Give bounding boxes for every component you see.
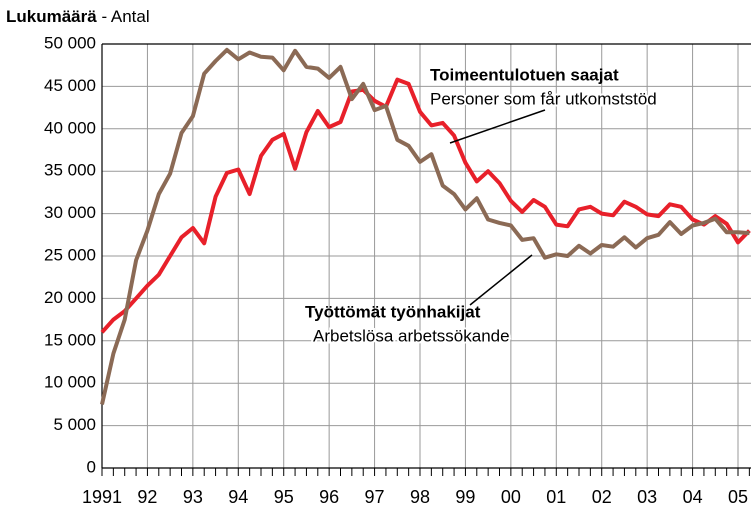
leader-line (469, 254, 533, 306)
x-tick-label: 96 (319, 487, 339, 507)
x-tick-label: 95 (274, 487, 294, 507)
legend-label: Työttömät työnhakijat (305, 302, 481, 321)
leader-line (449, 109, 546, 144)
y-tick-label: 40 000 (44, 118, 96, 137)
x-tick-label: 03 (637, 487, 657, 507)
y-tick-label: 10 000 (44, 373, 96, 392)
legend-note: Personer som får utkomststöd (430, 89, 657, 108)
series-line (100, 77, 751, 334)
x-tick-label: 92 (137, 487, 157, 507)
y-tick-label: 15 000 (44, 330, 96, 349)
y-tick-label: 20 000 (44, 288, 96, 307)
x-tick-label: 04 (683, 487, 703, 507)
x-tick-label: 99 (455, 487, 475, 507)
y-tick-label: 45 000 (44, 76, 96, 95)
x-tick-label: 93 (183, 487, 203, 507)
y-tick-label: 35 000 (44, 161, 96, 180)
chart-title: Lukumäärä - Antal (6, 7, 150, 26)
x-tick-label: 02 (592, 487, 612, 507)
subtitle: - Antal (101, 7, 149, 26)
x-tick-label: 05 (728, 487, 748, 507)
series-line (100, 47, 750, 405)
x-tick-label: 94 (228, 487, 248, 507)
y-tick-label: 30 000 (44, 203, 96, 222)
x-tick-label: 01 (546, 487, 566, 507)
y-tick-label: 0 (87, 457, 96, 476)
x-tick-label: 00 (501, 487, 521, 507)
legend-label: Toimeentulotuen saajat (430, 65, 619, 84)
x-tick-label: 97 (365, 487, 385, 507)
x-tick-label: 98 (410, 487, 430, 507)
y-tick-label: 25 000 (44, 245, 96, 264)
title: Lukumäärä (6, 7, 97, 26)
x-tick-label: 1991 (82, 487, 122, 507)
legend-note: Arbetslösa arbetssökande (313, 326, 510, 345)
y-tick-label: 5 000 (53, 415, 96, 434)
y-tick-label: 50 000 (44, 33, 96, 52)
